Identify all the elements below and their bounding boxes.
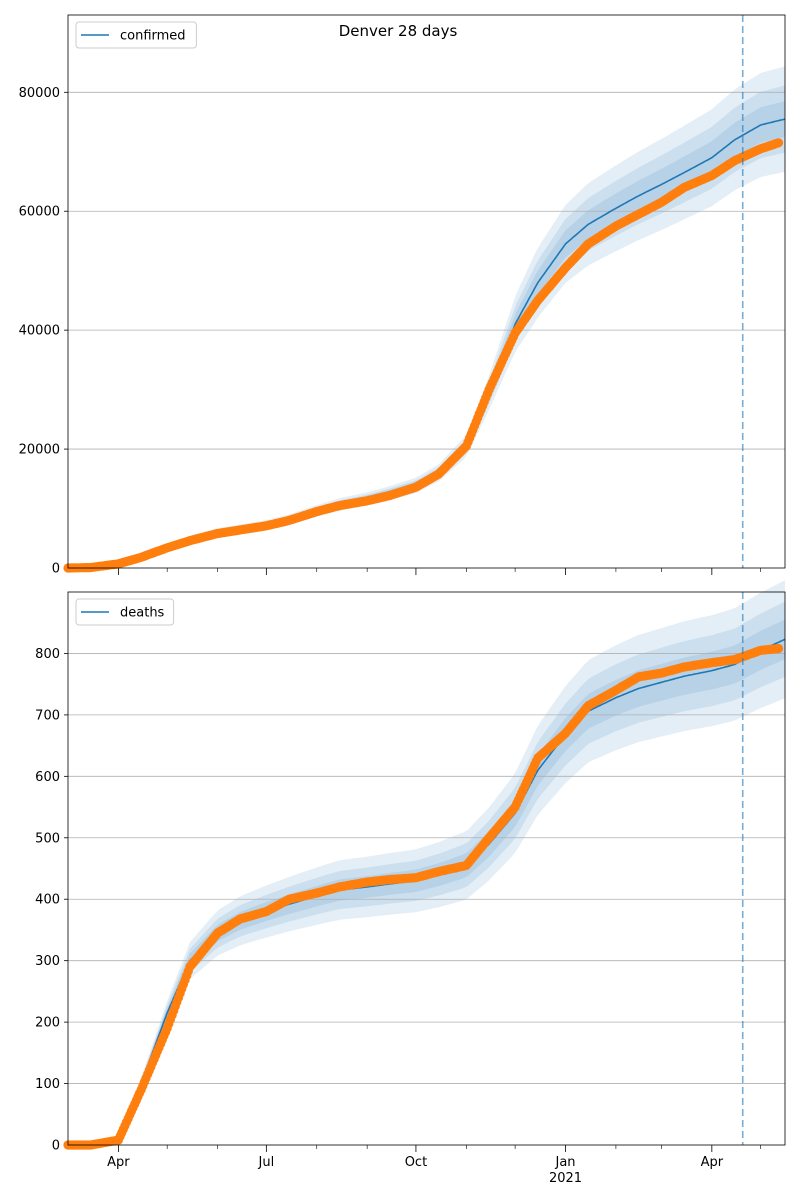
- y-tick-label: 800: [35, 647, 60, 662]
- legend-label: deaths: [120, 606, 165, 621]
- y-tick-label: 60000: [19, 205, 60, 220]
- y-tick-label: 0: [52, 562, 60, 577]
- confirmed-panel: 0 20000 40000 60000 80000 confirmed: [19, 14, 786, 577]
- legend-deaths: deaths: [75, 598, 175, 626]
- x-tick-label: Jul: [258, 1155, 275, 1170]
- deaths-panel: 0 100 200 300 400 500 600 700 800 Apr Jul Oct Jan202…: [35, 580, 786, 1186]
- observed-point: [773, 138, 784, 148]
- plot-frame: [67, 591, 786, 1146]
- chart-title: Denver 28 days: [339, 22, 458, 40]
- x-tick-label: Apr: [107, 1155, 130, 1170]
- legend-label: confirmed: [120, 29, 186, 44]
- observed-point: [773, 643, 784, 654]
- y-tick-label: 200: [35, 1016, 60, 1031]
- uncertainty-band-3: [68, 619, 785, 1145]
- y-tick-label: 400: [35, 893, 60, 908]
- y-tick-label: 600: [35, 770, 60, 785]
- legend-confirmed: confirmed: [75, 21, 197, 49]
- y-tick-label: 700: [35, 708, 60, 723]
- y-tick-label: 500: [35, 831, 60, 846]
- uncertainty-band-1: [68, 580, 785, 1145]
- x-tick-label: Apr: [701, 1155, 724, 1170]
- plot-frame: [67, 14, 786, 569]
- legend-box: [75, 21, 197, 49]
- y-tick-label: 0: [52, 1139, 60, 1154]
- y-tick-label: 20000: [19, 443, 60, 458]
- x-tick-label: Jan: [554, 1155, 575, 1170]
- y-tick-label: 100: [35, 1077, 60, 1092]
- uncertainty-band-2: [68, 85, 785, 569]
- y-tick-label: 80000: [19, 86, 60, 101]
- uncertainty-band-3: [68, 101, 785, 568]
- uncertainty-band-1: [68, 66, 785, 569]
- legend-box: [75, 598, 175, 626]
- x-tick-label: Oct: [405, 1155, 427, 1170]
- x-tick-sublabel: 2021: [549, 1171, 582, 1186]
- y-tick-label: 300: [35, 954, 60, 969]
- y-tick-label: 40000: [19, 324, 60, 339]
